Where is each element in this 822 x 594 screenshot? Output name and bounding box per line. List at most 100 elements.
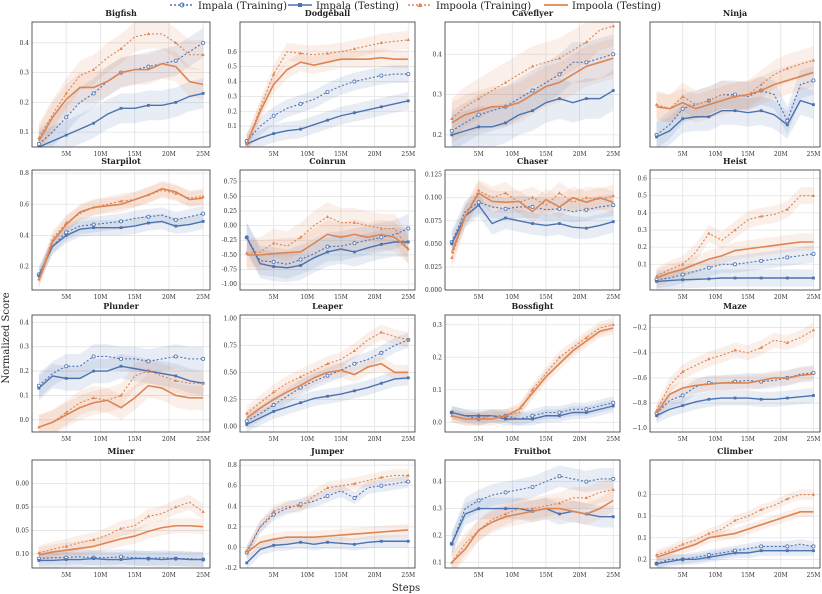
panel-bossfight: Bossfight 5M 10M 15M 20M 25M 0.0 0.1 0.2 0.3: [432, 301, 621, 443]
data-point: [733, 276, 737, 280]
x-tick-label: 25M: [606, 151, 620, 158]
axes-frame: [31, 21, 211, 148]
plot-area: [449, 318, 616, 426]
data-point: [611, 476, 616, 481]
data-point: [558, 97, 561, 101]
data-point: [272, 241, 276, 245]
panel-climber: Climber 5M 10M 15M 20M 25M 0.2 0.1 0.1 0.2: [637, 446, 821, 579]
data-point: [119, 356, 124, 361]
y-tick-label: −1.0: [632, 425, 647, 432]
panel-title: Miner: [107, 446, 135, 456]
data-point: [759, 549, 763, 553]
data-point: [557, 72, 562, 77]
data-point: [530, 64, 535, 68]
data-point: [759, 82, 763, 86]
data-point: [680, 272, 685, 277]
series-line-impoola-testing-: [451, 499, 614, 564]
x-tick-label: 10M: [505, 436, 519, 443]
y-tick-label: 0.1: [432, 560, 442, 567]
data-point: [379, 475, 383, 479]
panel-miner: Miner 5M 10M 15M 20M 25M 0.10 0.05 0.05 0.00: [16, 446, 211, 579]
data-point: [707, 231, 711, 235]
data-point: [785, 276, 789, 280]
data-point: [530, 88, 535, 93]
data-point: [352, 79, 357, 84]
data-point: [245, 423, 249, 426]
confidence-band: [451, 489, 614, 568]
confidence-band: [38, 180, 204, 289]
data-point: [352, 496, 357, 501]
data-point: [146, 369, 150, 373]
y-tick-label: 0.25: [224, 208, 238, 215]
y-tick-label: 0.050: [425, 241, 442, 248]
plot-area: [244, 324, 411, 432]
plot-area: [654, 187, 816, 290]
confidence-band: [246, 475, 409, 559]
data-point: [584, 40, 588, 44]
data-point: [379, 105, 383, 109]
data-point: [785, 66, 789, 70]
data-point: [201, 92, 205, 95]
y-tick-label: 0.1: [637, 535, 647, 542]
data-point: [706, 265, 711, 270]
panel-ninja: Ninja 5M 10M 15M 20M 25M: [649, 8, 821, 158]
data-point: [707, 555, 711, 559]
data-point: [298, 374, 303, 378]
data-point: [379, 73, 384, 78]
data-point: [504, 121, 507, 125]
x-tick-label: 20M: [368, 151, 382, 158]
panel-maze: Maze 5M 10M 15M 20M 25M −1.0 −0.8 −0.6 −0.4 −0.2: [632, 301, 821, 443]
data-point: [812, 394, 815, 397]
data-point: [477, 125, 481, 129]
data-point: [119, 393, 123, 397]
series-line-impoola-testing-: [451, 327, 614, 420]
data-point: [92, 121, 96, 125]
y-tick-label: 0.2: [19, 368, 29, 375]
x-tick-label: 5M: [474, 294, 484, 301]
x-tick-label: 20M: [573, 572, 587, 579]
x-tick-label: 15M: [128, 294, 142, 301]
data-point: [174, 191, 178, 195]
confidence-band: [451, 191, 614, 254]
legend-label: Impala (Testing): [316, 1, 399, 12]
confidence-band: [246, 324, 409, 422]
data-point: [406, 99, 410, 103]
data-point: [477, 96, 481, 100]
panel-jumper: Jumper 5M 10M 15M 20M 25M -0.2 0.0 0.2 0.4 0.6 0.8: [225, 446, 416, 579]
confidence-band: [246, 202, 409, 268]
series-line-impoola-testing-: [450, 191, 614, 254]
y-tick-label: 0.75: [224, 342, 238, 349]
data-point: [119, 364, 123, 368]
data-point: [611, 404, 615, 408]
data-point: [530, 195, 535, 199]
y-tick-label: 0.00: [224, 424, 238, 431]
data-point: [245, 411, 249, 415]
series-line-impoola-testing-: [245, 56, 409, 145]
y-tick-label: 0.0: [227, 544, 237, 551]
legend: Impala (Training) Impala (Testing) Impoo…: [170, 1, 661, 12]
y-tick-label: 0.1: [19, 392, 29, 399]
data-point: [64, 234, 68, 237]
x-tick-label: 25M: [401, 436, 415, 443]
y-tick-label: 0.3: [19, 344, 29, 351]
x-tick-label: 5M: [269, 572, 279, 579]
data-point: [611, 89, 615, 92]
confidence-band: [38, 182, 204, 287]
data-point: [146, 32, 150, 36]
series-line-impoola-testing-: [246, 529, 409, 554]
data-point: [326, 250, 329, 254]
data-point: [326, 394, 329, 398]
data-point: [477, 203, 481, 207]
data-point: [811, 78, 816, 83]
data-point: [733, 228, 737, 232]
data-point: [785, 207, 789, 211]
series-line-impoola-testing-: [38, 524, 204, 556]
panel-title: Plunder: [103, 301, 139, 311]
data-point: [379, 483, 384, 488]
data-point: [557, 355, 562, 359]
panel-title: Bossfight: [511, 301, 553, 311]
y-tick-label: 0.8: [19, 170, 29, 177]
confidence-band: [656, 489, 814, 561]
y-tick-label: -0.75: [222, 267, 238, 274]
data-point: [557, 191, 562, 195]
